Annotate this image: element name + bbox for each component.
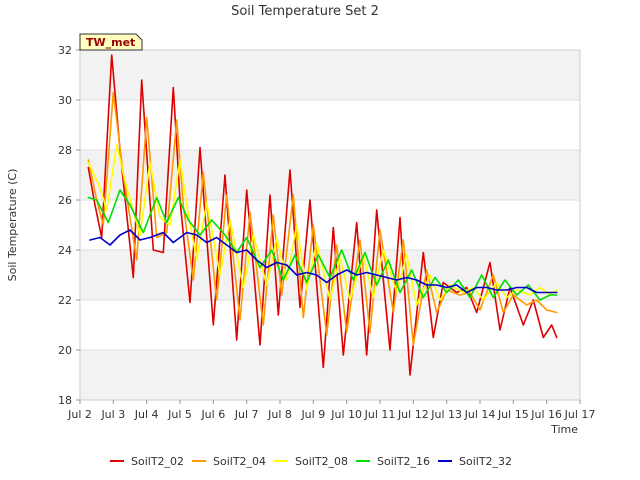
y-tick-label: 30 <box>58 94 72 107</box>
legend-item-soilt2_32: SoilT2_32 <box>438 455 512 468</box>
series-layer <box>87 54 558 376</box>
legend-label: SoilT2_16 <box>377 455 430 468</box>
legend-label: SoilT2_08 <box>295 455 348 468</box>
legend-item-soilt2_08: SoilT2_08 <box>274 455 348 468</box>
x-tick-label: Jul 17 <box>564 408 596 421</box>
annotation-text: TW_met <box>86 36 135 49</box>
plot-border <box>79 49 581 401</box>
x-tick-label: Jul 3 <box>100 408 125 421</box>
x-tick-label: Jul 4 <box>134 408 159 421</box>
x-tick-label: Jul 16 <box>530 408 562 421</box>
legend-label: SoilT2_04 <box>213 455 266 468</box>
series-line-soilt2_16 <box>87 189 558 301</box>
background-bands <box>80 50 580 400</box>
x-tick-label: Jul 5 <box>167 408 192 421</box>
y-tick-label: 20 <box>58 344 72 357</box>
x-tick-label: Jul 7 <box>234 408 259 421</box>
x-tick-label: Jul 2 <box>67 408 92 421</box>
legend: SoilT2_02 SoilT2_04 SoilT2_08 SoilT2_16 Soil… <box>110 455 512 468</box>
x-tick-label: Jul 8 <box>267 408 292 421</box>
series-line-soilt2_04 <box>87 91 558 346</box>
series-line-soilt2_08 <box>87 144 558 306</box>
chart-title: Soil Temperature Set 2 <box>231 4 379 19</box>
y-axis-ticks: 18 20 22 24 26 28 30 32 <box>58 44 80 407</box>
x-axis-ticks: Jul 2 Jul 3 Jul 4 Jul 5 Jul 6 Jul 7 Jul 8 Jul 9… <box>67 400 595 421</box>
y-tick-label: 32 <box>58 44 72 57</box>
x-tick-label: Jul 6 <box>200 408 225 421</box>
x-tick-label: Jul 11 <box>364 408 396 421</box>
series-line-soilt2_32 <box>89 229 558 294</box>
y-tick-label: 18 <box>58 394 72 407</box>
legend-label: SoilT2_02 <box>131 455 184 468</box>
x-tick-label: Jul 10 <box>330 408 362 421</box>
background-band <box>80 350 580 400</box>
plot-area <box>80 50 580 400</box>
annotation-tag <box>79 33 143 51</box>
annotation-box: TW_met <box>79 33 143 51</box>
y-tick-label: 26 <box>58 194 72 207</box>
legend-item-soilt2_02: SoilT2_02 <box>110 455 184 468</box>
x-tick-label: Jul 14 <box>464 408 496 421</box>
x-tick-label: Jul 13 <box>430 408 462 421</box>
x-tick-label: Jul 9 <box>300 408 325 421</box>
legend-item-soilt2_04: SoilT2_04 <box>192 455 266 468</box>
y-axis-label: Soil Temperature (C) <box>6 169 19 282</box>
background-band <box>80 50 580 100</box>
background-band <box>80 150 580 200</box>
x-tick-label: Jul 15 <box>497 408 529 421</box>
legend-label: SoilT2_32 <box>459 455 512 468</box>
legend-item-soilt2_16: SoilT2_16 <box>356 455 430 468</box>
x-tick-label: Jul 12 <box>397 408 429 421</box>
y-tick-label: 28 <box>58 144 72 157</box>
x-axis-label: Time <box>550 423 578 436</box>
y-tick-label: 24 <box>58 244 72 257</box>
y-tick-label: 22 <box>58 294 72 307</box>
